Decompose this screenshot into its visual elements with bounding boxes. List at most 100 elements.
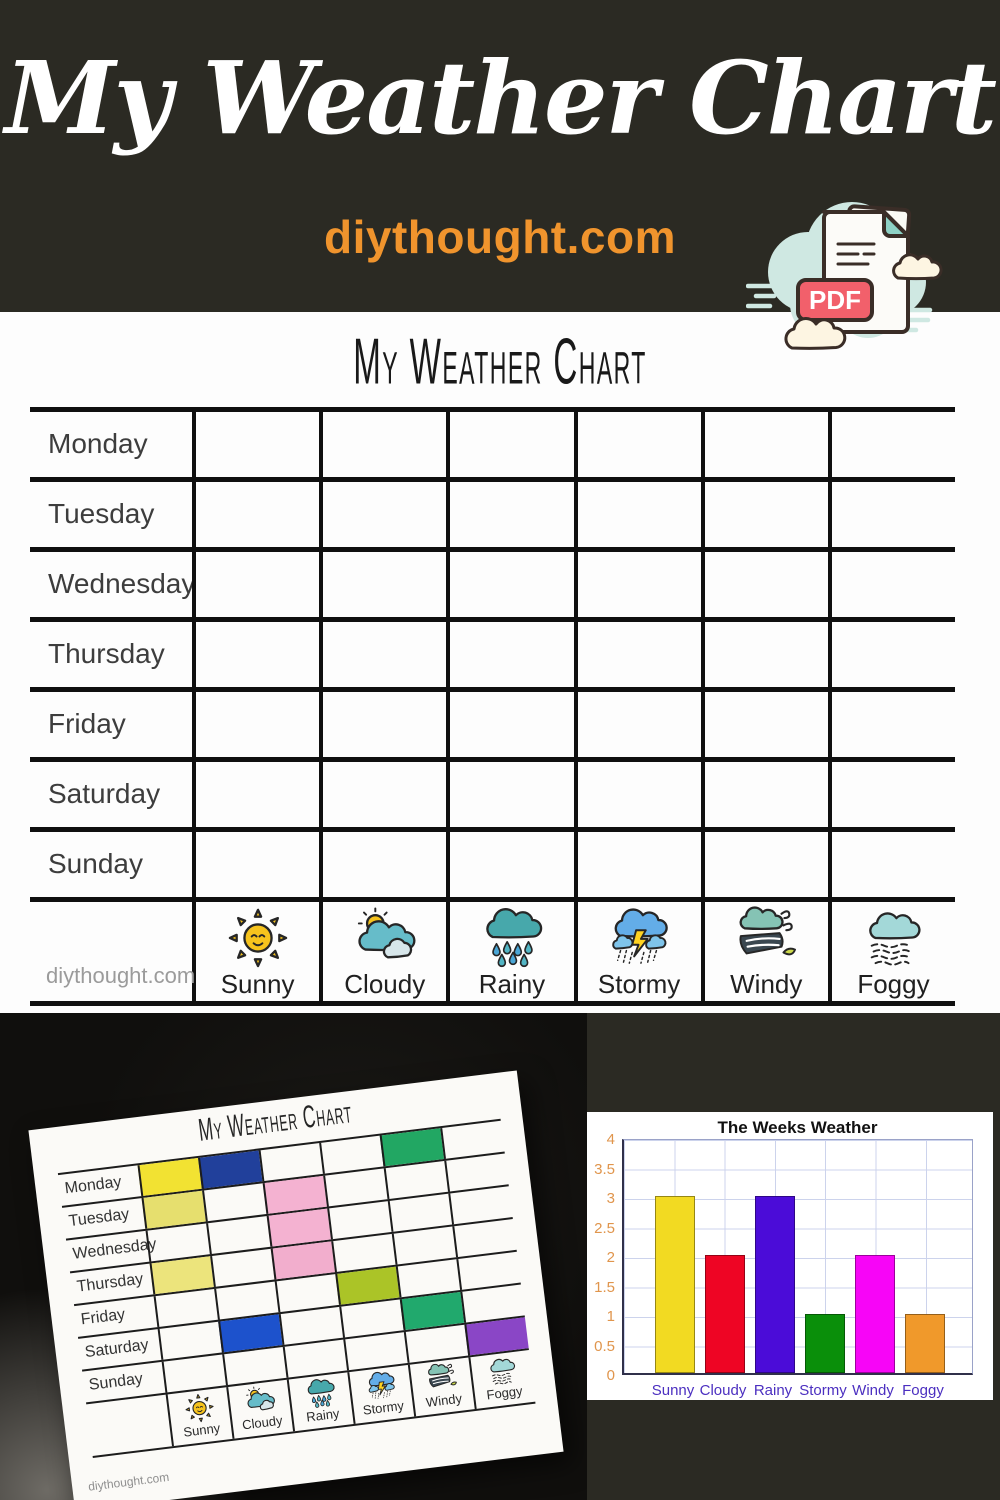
stormy-icon xyxy=(364,1369,397,1402)
mini-grid-cell xyxy=(343,1332,408,1371)
mini-grid-cell xyxy=(391,1226,457,1265)
table-row: Sunday xyxy=(30,832,955,902)
x-label-windy: Windy xyxy=(852,1382,894,1399)
mini-weather-label: Windy xyxy=(425,1390,463,1410)
mini-grid-cell xyxy=(222,1347,287,1386)
weather-icon-cell: Foggy xyxy=(827,902,955,1001)
mini-grid-cell xyxy=(395,1259,461,1298)
colored-cell-tuesday-sunny xyxy=(141,1190,206,1229)
empty-grid-cell xyxy=(446,832,573,897)
y-tick: 1.5 xyxy=(594,1278,615,1296)
empty-grid-cell xyxy=(827,832,955,897)
windy-icon xyxy=(424,1361,457,1394)
empty-grid-cell xyxy=(446,482,573,547)
cloudy-icon xyxy=(243,1384,276,1417)
mini-weather-label: Foggy xyxy=(485,1383,524,1403)
mini-grid-cell xyxy=(327,1201,392,1240)
weather-label: Rainy xyxy=(478,969,546,999)
mini-grid-cell xyxy=(214,1281,279,1320)
mini-grid-cell xyxy=(258,1143,323,1182)
mini-icon-row-label-cell xyxy=(86,1395,172,1456)
y-tick: 3.5 xyxy=(594,1160,615,1178)
y-tick: 2.5 xyxy=(594,1219,615,1237)
bar-chart-card: The Weeks Weather 4 3.5 3 2.5 2 1.5 1 0.5 0 Sunn… xyxy=(587,1112,993,1400)
empty-grid-cell xyxy=(827,412,955,477)
y-tick: 3 xyxy=(606,1190,615,1207)
icon-row-label-cell: diythought.com xyxy=(30,902,195,1001)
empty-grid-cell xyxy=(573,832,701,897)
mini-grid-cell xyxy=(448,1186,513,1225)
mini-grid-cell xyxy=(331,1233,396,1273)
bar-chart-title: The Weeks Weather xyxy=(717,1118,878,1137)
y-tick: 1 xyxy=(606,1308,615,1325)
foggy-icon xyxy=(862,906,924,968)
weather-label: Windy xyxy=(730,969,803,999)
empty-grid-cell xyxy=(319,552,446,617)
mini-watermark: diythought.com xyxy=(87,1469,170,1494)
colored-cell-monday-windy xyxy=(379,1128,445,1167)
empty-grid-cell xyxy=(700,692,828,757)
colored-cell-monday-sunny xyxy=(137,1157,202,1197)
empty-grid-cell xyxy=(319,832,446,897)
x-label-stormy: Stormy xyxy=(799,1382,847,1399)
empty-grid-cell xyxy=(446,412,573,477)
empty-grid-cell xyxy=(700,482,828,547)
day-label: Thursday xyxy=(48,638,165,669)
empty-grid-cell xyxy=(446,552,573,617)
empty-grid-cell xyxy=(192,482,319,547)
x-label-sunny: Sunny xyxy=(651,1382,695,1399)
sunny-icon xyxy=(227,906,289,968)
bar-foggy xyxy=(905,1314,945,1373)
colored-cell-friday-stormy xyxy=(335,1266,400,1305)
mini-grid-cell xyxy=(282,1339,348,1378)
empty-grid-cell xyxy=(446,692,573,757)
weather-label: Foggy xyxy=(857,969,930,999)
day-label: Monday xyxy=(48,428,148,459)
empty-grid-cell xyxy=(700,762,828,827)
weather-icon-cell: Windy xyxy=(700,902,828,1001)
empty-grid-cell xyxy=(446,762,573,827)
table-row: Tuesday xyxy=(30,482,955,552)
day-label: Sunday xyxy=(48,848,143,879)
empty-grid-cell xyxy=(700,622,828,687)
mini-weather-icon-cell: Cloudy xyxy=(226,1379,294,1439)
table-row: Saturday xyxy=(30,762,955,832)
day-label: Wednesday xyxy=(48,568,196,599)
y-tick: 4 xyxy=(606,1131,615,1148)
empty-grid-cell xyxy=(573,482,701,547)
mini-grid-cell xyxy=(145,1223,210,1262)
mini-grid-cell xyxy=(210,1248,275,1287)
mini-grid-cell xyxy=(444,1153,509,1192)
empty-grid-cell xyxy=(827,482,955,547)
mini-weather-label: Sunny xyxy=(182,1420,221,1440)
mini-grid-cell xyxy=(460,1284,525,1323)
mini-weather-icon-cell: Sunny xyxy=(165,1387,233,1447)
table-row: Friday xyxy=(30,692,955,762)
paper-chart: My Weather Chart Monday Tuesday Wednesday T… xyxy=(28,1070,564,1500)
mini-grid-cell xyxy=(383,1160,449,1200)
mini-grid-cell xyxy=(153,1288,218,1328)
mini-grid-cell xyxy=(323,1168,388,1207)
day-label: Saturday xyxy=(48,778,161,809)
mini-weather-label: Rainy xyxy=(305,1405,341,1425)
empty-grid-cell xyxy=(319,412,446,477)
bar-windy xyxy=(855,1255,895,1373)
mini-grid-cell xyxy=(161,1354,226,1393)
colored-cell-thursday-sunny xyxy=(149,1256,214,1295)
weather-label: Stormy xyxy=(597,969,681,999)
mini-weather-icon-cell: Stormy xyxy=(347,1364,415,1424)
empty-grid-cell xyxy=(700,832,828,897)
empty-grid-cell xyxy=(446,622,573,687)
colored-cell-saturday-windy xyxy=(399,1291,465,1331)
empty-grid-cell xyxy=(827,692,955,757)
empty-grid-cell xyxy=(192,412,319,477)
y-tick: 0 xyxy=(606,1367,615,1384)
cloudy-icon xyxy=(354,906,416,968)
table-row: Thursday xyxy=(30,622,955,692)
x-label-cloudy: Cloudy xyxy=(699,1382,747,1399)
pdf-download-icon: PDF xyxy=(745,190,944,358)
mini-grid-cell xyxy=(452,1219,517,1258)
table-row: Wednesday xyxy=(30,552,955,622)
empty-grid-cell xyxy=(827,622,955,687)
weather-label: Cloudy xyxy=(344,969,426,999)
